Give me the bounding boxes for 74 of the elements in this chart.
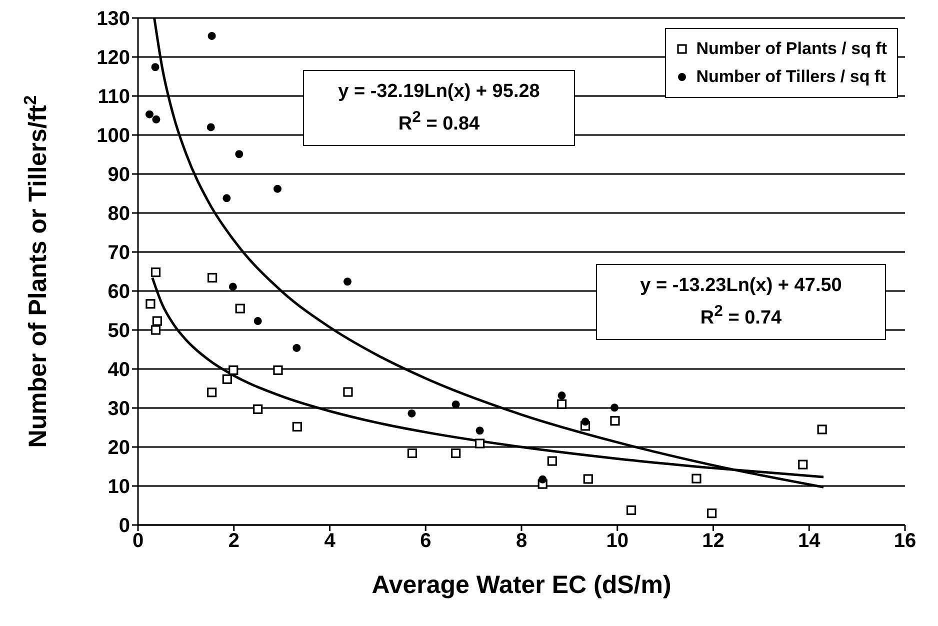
point bbox=[798, 460, 808, 470]
point bbox=[558, 392, 566, 400]
y-tick-label: 120 bbox=[96, 47, 130, 70]
x-tick-label: 6 bbox=[420, 530, 432, 552]
y-tick-label: 30 bbox=[108, 398, 130, 420]
x-tick-label: 0 bbox=[132, 530, 144, 552]
x-tick-label: 8 bbox=[516, 530, 528, 552]
point bbox=[343, 278, 352, 286]
equation-box: y = -13.23Ln(x) + 47.50 R$^{2}$ = 0.74 bbox=[596, 264, 886, 340]
point bbox=[817, 424, 827, 434]
x-axis-title: Average Water EC (dS/m) bbox=[372, 571, 672, 599]
point bbox=[152, 115, 160, 124]
point bbox=[452, 400, 460, 408]
point bbox=[254, 317, 262, 326]
point bbox=[152, 316, 162, 326]
point bbox=[253, 404, 263, 414]
point bbox=[150, 325, 161, 335]
y-tick-label: 100 bbox=[96, 125, 130, 148]
point bbox=[292, 344, 301, 352]
point bbox=[610, 404, 618, 412]
point bbox=[235, 304, 245, 314]
x-tick-label: 16 bbox=[894, 530, 916, 552]
x-tick-label: 10 bbox=[606, 530, 628, 552]
point bbox=[407, 448, 418, 458]
annotation: y = -13.23Ln(x) + 47.50 R$^{2}$ = 0.74 bbox=[639, 274, 843, 330]
x-tick-label: 4 bbox=[324, 530, 336, 552]
point bbox=[273, 365, 283, 375]
y-tick-label: 130 bbox=[96, 8, 130, 30]
point bbox=[343, 387, 353, 397]
y-tick-label: 10 bbox=[108, 476, 130, 498]
point bbox=[274, 184, 282, 193]
point bbox=[222, 374, 232, 384]
point bbox=[583, 474, 593, 484]
point bbox=[556, 399, 567, 409]
y-tick-label: 80 bbox=[108, 203, 130, 226]
legend-label: Number of Tillers / sq ft bbox=[696, 66, 886, 88]
point bbox=[538, 475, 547, 484]
legend-label: Number of Plants / sq ft bbox=[696, 38, 887, 60]
point bbox=[206, 123, 215, 132]
point bbox=[207, 388, 217, 398]
point bbox=[626, 505, 636, 515]
point bbox=[692, 474, 702, 484]
y-tick-label: 0 bbox=[118, 515, 130, 538]
point bbox=[146, 299, 156, 309]
y-tick-label: 110 bbox=[98, 86, 130, 108]
y-tick-label: 90 bbox=[108, 164, 130, 186]
point bbox=[235, 150, 244, 158]
point bbox=[222, 194, 231, 202]
point bbox=[581, 418, 590, 426]
y-tick-label: 40 bbox=[108, 359, 130, 382]
y-tick-label: 70 bbox=[108, 242, 130, 264]
point bbox=[547, 456, 557, 466]
equation-box: y = -32.19Ln(x) + 95.28 R$^{2}$ = 0.84 bbox=[303, 70, 575, 146]
point bbox=[408, 409, 416, 418]
point bbox=[228, 365, 238, 375]
y-tick-label: 50 bbox=[108, 320, 130, 342]
point bbox=[610, 416, 620, 426]
x-tick-label: 14 bbox=[798, 530, 822, 552]
point bbox=[476, 426, 484, 435]
point bbox=[150, 267, 161, 278]
point bbox=[292, 422, 302, 432]
point bbox=[228, 282, 237, 291]
point bbox=[474, 438, 485, 448]
point bbox=[451, 448, 461, 458]
point bbox=[208, 272, 218, 283]
point bbox=[707, 508, 717, 518]
point bbox=[208, 32, 216, 40]
y-tick-label: 20 bbox=[108, 437, 130, 460]
point bbox=[146, 110, 154, 118]
y-tick-label: 60 bbox=[108, 281, 130, 304]
point bbox=[151, 63, 160, 72]
annotation: y = -32.19Ln(x) + 95.28 R$^{2}$ = 0.84 bbox=[337, 80, 541, 136]
x-tick-label: 12 bbox=[702, 530, 724, 552]
x-tick-label: 2 bbox=[228, 530, 240, 552]
